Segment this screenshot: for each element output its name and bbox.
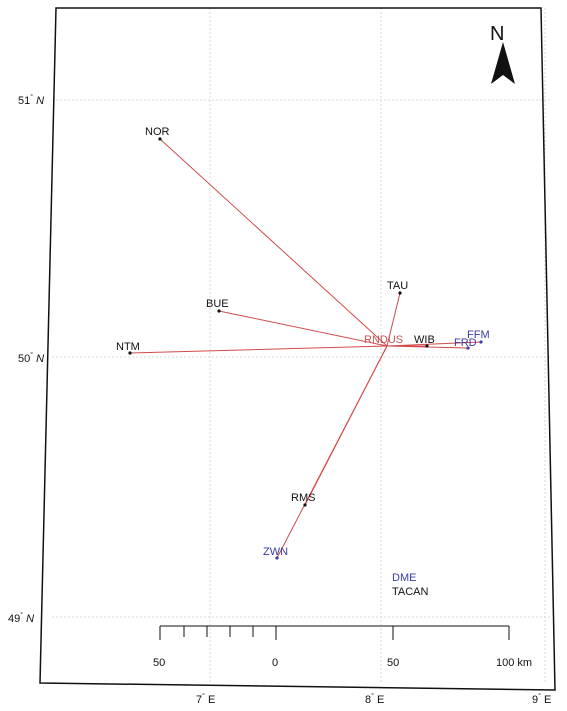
route-line-tau	[386, 292, 401, 347]
scale-label-0: 0	[272, 657, 278, 669]
route-line-bue	[218, 310, 388, 347]
station-ntm[interactable]: NTM	[116, 341, 140, 355]
route-line-zwn	[276, 345, 388, 559]
route-lines	[129, 138, 482, 559]
origin-station[interactable]: RNDUS	[364, 334, 403, 346]
station-ffm[interactable]: FFM	[467, 329, 490, 344]
lon-label-8: 8° E	[365, 692, 384, 706]
station-marker-bue	[217, 309, 221, 313]
legend-dme: DME	[392, 572, 416, 584]
map-frame	[39, 7, 556, 691]
legend-tacan: TACAN	[392, 586, 429, 598]
station-rms[interactable]: RMS	[291, 492, 315, 507]
station-nor[interactable]: NOR	[145, 126, 170, 141]
lat-label-49: 49° N	[8, 611, 34, 625]
route-line-nor	[159, 138, 388, 347]
north-arrow-letter: N	[490, 23, 504, 45]
station-marker-ffm	[479, 340, 483, 344]
lon-label-7: 7° E	[196, 692, 215, 706]
station-label-ntm: NTM	[116, 341, 140, 353]
longitude-labels: 7° E 8° E 9° E	[196, 692, 551, 706]
scale-label-50-left: 50	[153, 657, 165, 669]
latitude-labels: 51° N 50° N 49° N	[8, 93, 44, 625]
station-marker-wib	[425, 344, 429, 348]
graticule	[52, 8, 552, 683]
lat-label-51: 51° N	[18, 93, 44, 107]
station-wib[interactable]: WIB	[414, 334, 435, 348]
station-marker-ntm	[128, 351, 132, 355]
north-arrow-icon: N	[490, 23, 515, 84]
station-label-ffm: FFM	[467, 329, 490, 341]
station-marker-zwn	[275, 556, 279, 560]
station-label-nor: NOR	[145, 126, 170, 138]
station-label-zwn: ZWN	[263, 546, 288, 558]
north-arrow-shape	[491, 42, 515, 84]
lat-label-50: 50° N	[18, 351, 44, 365]
station-marker-tau	[398, 291, 402, 295]
station-zwn[interactable]: ZWN	[263, 546, 288, 560]
lon-label-9: 9° E	[532, 692, 551, 706]
station-marker-frd	[466, 346, 470, 350]
station-label-wib: WIB	[414, 334, 435, 346]
scale-bar	[159, 625, 510, 640]
route-line-ntm	[129, 345, 388, 354]
origin-station-label: RNDUS	[364, 334, 403, 346]
station-label-tau: TAU	[387, 280, 408, 292]
station-marker-rms	[303, 503, 307, 507]
scale-label-100km: 100 km	[496, 657, 532, 669]
station-marker-nor	[158, 137, 162, 141]
legend: DME TACAN	[392, 572, 429, 598]
station-frd[interactable]: FRD	[454, 337, 477, 350]
station-label-bue: BUE	[206, 298, 229, 310]
station-label-rms: RMS	[291, 492, 315, 504]
route-line-ffm	[386, 341, 482, 347]
scale-label-50-right: 50	[387, 657, 399, 669]
station-tau[interactable]: TAU	[387, 280, 408, 295]
station-bue[interactable]: BUE	[206, 298, 229, 313]
station-label-frd: FRD	[454, 337, 477, 349]
scale-bar-labels: 50 0 50 100 km	[153, 657, 532, 669]
